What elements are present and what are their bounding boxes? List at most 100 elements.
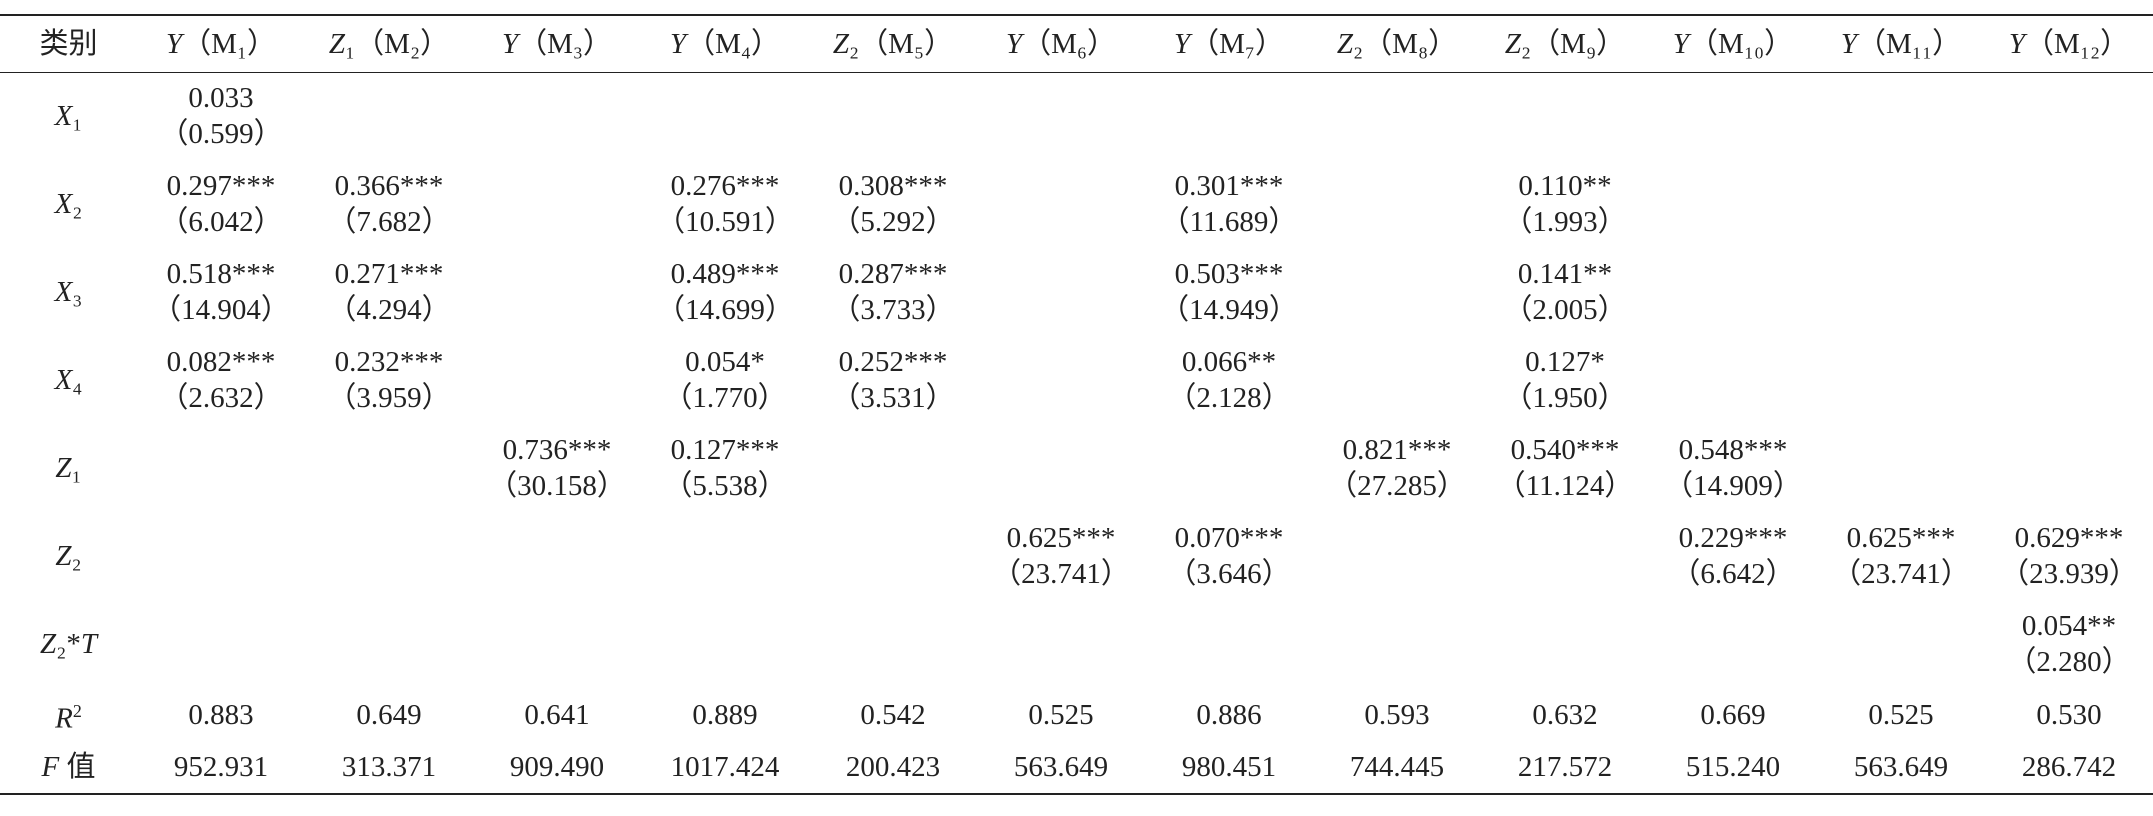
t-statistic: （5.292） <box>831 206 955 238</box>
coefficient: 0.287*** <box>838 258 948 290</box>
summary-cell: 0.649 <box>356 698 422 731</box>
summary-cell: 952.931 <box>137 741 305 795</box>
t-statistic: （23.741） <box>1832 558 1970 590</box>
t-statistic: （27.285） <box>1328 470 1466 502</box>
cell: 0.033 （0.599） <box>137 72 305 160</box>
cell: 0.232*** （3.959） <box>305 336 473 424</box>
coefficient: 0.301*** <box>1174 170 1284 202</box>
cell <box>1481 600 1649 688</box>
cell <box>473 160 641 248</box>
cell <box>977 248 1145 336</box>
cell: 0.308*** （5.292） <box>809 160 977 248</box>
coefficient: 0.127*** <box>670 434 780 466</box>
cell <box>1817 600 1985 688</box>
t-statistic: （7.682） <box>327 206 451 238</box>
summary-cell: 0.525 <box>1868 698 1934 731</box>
summary-cell: 0.525 <box>1028 698 1094 731</box>
t-statistic: （23.741） <box>992 558 1130 590</box>
summary-cell: 0.889 <box>692 698 758 731</box>
t-statistic: （11.124） <box>1496 470 1634 502</box>
summary-cell: 563.649 <box>977 741 1145 795</box>
row-label: X₁ <box>54 100 83 133</box>
t-statistic: （4.294） <box>327 294 451 326</box>
cell <box>809 424 977 512</box>
cell <box>1313 72 1481 160</box>
coefficient: 0.308*** <box>838 170 948 202</box>
cell <box>1481 512 1649 600</box>
cell <box>1481 72 1649 160</box>
coefficient: 0.736*** <box>502 434 612 466</box>
cell <box>137 512 305 600</box>
coefficient: 0.252*** <box>838 346 948 378</box>
t-statistic: （6.042） <box>159 206 283 238</box>
row-label: Z₂*T <box>40 628 97 660</box>
regression-table: 类别 Y（M₁） Z₁（M₂） Y（M₃） Y（M₄） Z₂（M₅） Y（M₆） Y（M₇） Z… <box>0 14 2153 795</box>
cell <box>1817 424 1985 512</box>
cell: 0.821*** （27.285） <box>1313 424 1481 512</box>
cell <box>473 248 641 336</box>
cell <box>305 72 473 160</box>
cell <box>1817 336 1985 424</box>
cell <box>1649 72 1817 160</box>
cell: 0.110** （1.993） <box>1481 160 1649 248</box>
t-statistic: （14.909） <box>1664 470 1802 502</box>
t-statistic: （14.699） <box>656 294 794 326</box>
row-label: Z₁ <box>55 452 82 484</box>
summary-cell: 0.886 <box>1196 698 1262 731</box>
cell <box>137 600 305 688</box>
coefficient: 0.276*** <box>670 170 780 202</box>
coefficient: 0.297*** <box>166 170 276 202</box>
cell <box>1985 72 2153 160</box>
row-label: F 值 <box>0 741 137 795</box>
t-statistic: （2.128） <box>1167 382 1291 414</box>
coefficient: 0.366*** <box>334 170 444 202</box>
summary-cell: 286.742 <box>1985 741 2153 795</box>
t-statistic: （30.158） <box>488 470 626 502</box>
cell: 0.127*** （5.538） <box>641 424 809 512</box>
cell <box>809 600 977 688</box>
t-statistic: （2.005） <box>1503 294 1627 326</box>
coefficient: 0.548*** <box>1678 434 1788 466</box>
cell <box>1313 160 1481 248</box>
cell: 0.054* （1.770） <box>641 336 809 424</box>
summary-cell: 0.669 <box>1700 698 1766 731</box>
summary-cell: 563.649 <box>1817 741 1985 795</box>
cell <box>641 72 809 160</box>
cell <box>473 512 641 600</box>
coefficient: 0.625*** <box>1846 522 1956 554</box>
cell <box>1985 336 2153 424</box>
row-label: X₃ <box>54 276 83 308</box>
table-row: X₄ 0.082*** （2.632） 0.232*** （3.959） 0.054* （1… <box>0 336 2153 424</box>
cell: 0.066** （2.128） <box>1145 336 1313 424</box>
cell <box>1985 248 2153 336</box>
header-cell: Y（M₁₁） <box>1817 14 1985 73</box>
coefficient: 0.082*** <box>166 346 276 378</box>
t-statistic: （1.770） <box>663 382 787 414</box>
cell: 0.127* （1.950） <box>1481 336 1649 424</box>
summary-row: R2 0.883 0.649 0.641 0.889 0.542 0.525 0.886 0.5… <box>0 688 2153 741</box>
table-row: Z₁ 0.736*** （30.158） 0.127*** （5.538） 0.821**… <box>0 424 2153 512</box>
t-statistic: （3.733） <box>831 294 955 326</box>
coefficient: 0.229*** <box>1678 522 1788 554</box>
cell: 0.252*** （3.531） <box>809 336 977 424</box>
table-row: Z₂ 0.625*** （23.741） 0.070*** （3.646） 0.229**… <box>0 512 2153 600</box>
header-cell: Z₁（M₂） <box>305 14 473 73</box>
t-statistic: （10.591） <box>656 206 794 238</box>
t-statistic: （1.993） <box>1503 206 1627 238</box>
cell: 0.141** （2.005） <box>1481 248 1649 336</box>
cell: 0.287*** （3.733） <box>809 248 977 336</box>
cell <box>1817 248 1985 336</box>
cell: 0.276*** （10.591） <box>641 160 809 248</box>
cell: 0.548*** （14.909） <box>1649 424 1817 512</box>
cell: 0.366*** （7.682） <box>305 160 473 248</box>
cell <box>1985 160 2153 248</box>
summary-cell: 217.572 <box>1481 741 1649 795</box>
row-label: X₂ <box>54 188 83 220</box>
summary-cell: 909.490 <box>473 741 641 795</box>
cell <box>977 600 1145 688</box>
cell <box>977 160 1145 248</box>
summary-cell: 313.371 <box>305 741 473 795</box>
cell <box>1313 336 1481 424</box>
cell <box>473 336 641 424</box>
